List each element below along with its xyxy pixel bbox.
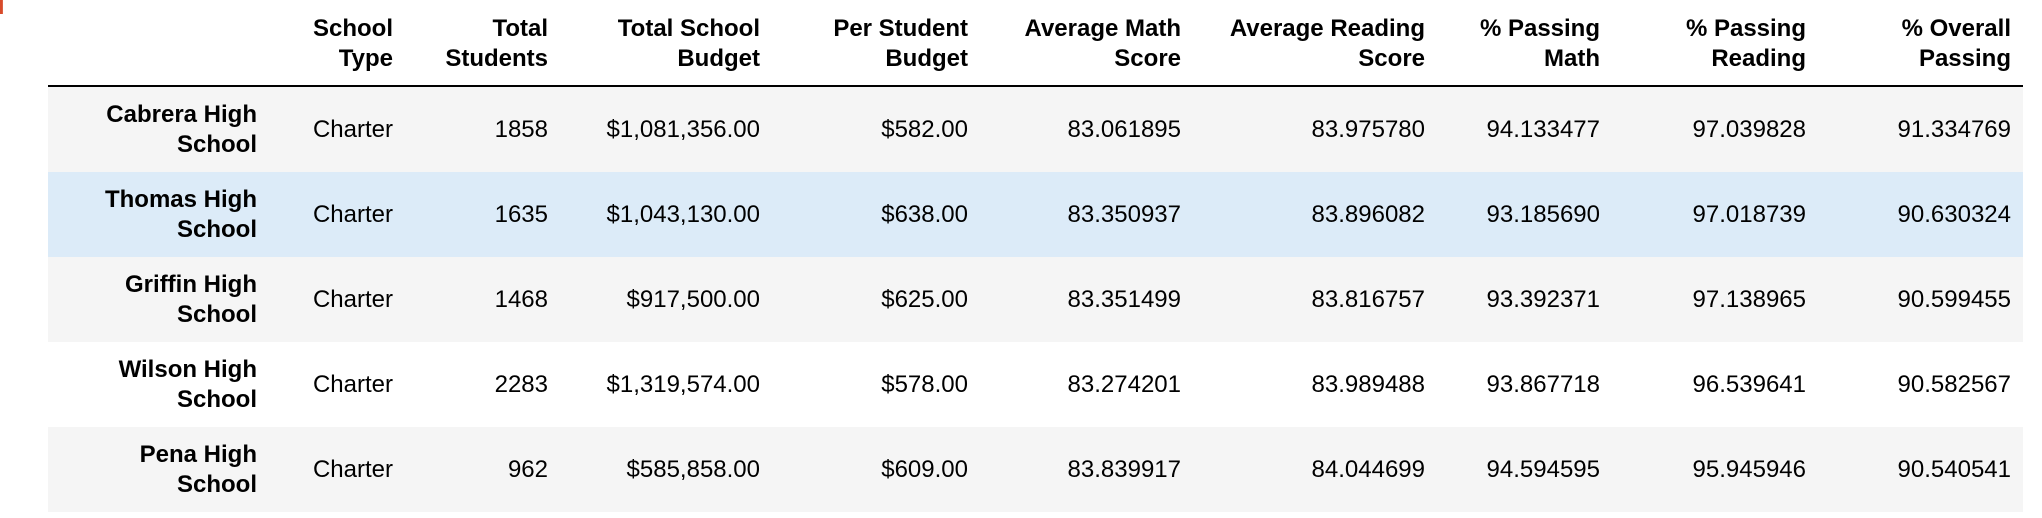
cell-per-student-budget: $609.00 [881, 455, 968, 483]
cell-per-student-budget: $582.00 [881, 115, 968, 143]
cell-avg-math: 83.351499 [1067, 285, 1181, 313]
table-row: Pena High School Charter 962 $585,858.00… [48, 427, 2023, 512]
column-header-percent-passing-math: % Passing Math [1437, 0, 1612, 87]
cell-pct-reading: 97.018739 [1692, 200, 1806, 228]
cell-school-type: Charter [312, 455, 393, 483]
column-header-per-student-budget: Per Student Budget [772, 0, 980, 87]
column-header-percent-overall-passing: % Overall Passing [1818, 0, 2023, 87]
cell-school-type: Charter [312, 115, 393, 143]
cell-pct-overall: 90.540541 [1897, 455, 2011, 483]
cell-total-students: 962 [507, 455, 548, 483]
cell-pct-reading: 97.039828 [1692, 115, 1806, 143]
cell-total-students: 1468 [494, 285, 548, 313]
row-index-school: Pena High School [139, 440, 257, 498]
cell-school-type: Charter [312, 285, 393, 313]
cell-total-budget: $1,043,130.00 [606, 200, 760, 228]
cell-pct-math: 93.867718 [1486, 370, 1600, 398]
column-header-average-math-score: Average Math Score [980, 0, 1193, 87]
cell-pct-math: 93.185690 [1486, 200, 1600, 228]
cell-per-student-budget: $625.00 [881, 285, 968, 313]
cell-avg-math: 83.061895 [1067, 115, 1181, 143]
cell-avg-math: 83.350937 [1067, 200, 1181, 228]
cell-avg-reading: 83.975780 [1311, 115, 1425, 143]
index-header [48, 0, 269, 87]
column-header-percent-passing-reading: % Passing Reading [1612, 0, 1818, 87]
cell-pct-math: 93.392371 [1486, 285, 1600, 313]
cell-total-budget: $1,319,574.00 [606, 370, 760, 398]
cell-school-type: Charter [312, 370, 393, 398]
cell-avg-reading: 84.044699 [1311, 455, 1425, 483]
row-index-school: Wilson High School [118, 355, 257, 413]
row-index-school: Cabrera High School [106, 100, 257, 158]
table-row: Cabrera High School Charter 1858 $1,081,… [48, 86, 2023, 172]
cell-pct-overall: 90.582567 [1897, 370, 2011, 398]
cell-total-budget: $917,500.00 [626, 285, 760, 313]
cell-pct-reading: 97.138965 [1692, 285, 1806, 313]
table-header-row: School Type Total Students Total School … [48, 0, 2023, 87]
cell-total-students: 1635 [494, 200, 548, 228]
column-header-school-type: School Type [269, 0, 405, 87]
cell-avg-math: 83.274201 [1067, 370, 1181, 398]
dataframe-output: School Type Total Students Total School … [48, 0, 2023, 512]
cell-per-student-budget: $578.00 [881, 370, 968, 398]
table-row: Wilson High School Charter 2283 $1,319,5… [48, 342, 2023, 427]
cell-avg-reading: 83.989488 [1311, 370, 1425, 398]
cell-pct-reading: 96.539641 [1692, 370, 1806, 398]
cell-prompt-marker: [ [0, 0, 6, 14]
cell-total-students: 2283 [494, 370, 548, 398]
column-header-total-students: Total Students [405, 0, 560, 87]
cell-total-budget: $585,858.00 [626, 455, 760, 483]
cell-pct-math: 94.594595 [1486, 455, 1600, 483]
column-header-total-school-budget: Total School Budget [560, 0, 772, 87]
row-index-school: Thomas High School [104, 185, 257, 243]
cell-total-budget: $1,081,356.00 [606, 115, 760, 143]
cell-pct-overall: 90.630324 [1897, 200, 2011, 228]
cell-total-students: 1858 [494, 115, 548, 143]
cell-avg-reading: 83.896082 [1311, 200, 1425, 228]
column-header-average-reading-score: Average Reading Score [1193, 0, 1437, 87]
cell-avg-reading: 83.816757 [1311, 285, 1425, 313]
school-summary-table: School Type Total Students Total School … [48, 0, 2023, 512]
table-row: Thomas High School Charter 1635 $1,043,1… [48, 172, 2023, 257]
table-row: Griffin High School Charter 1468 $917,50… [48, 257, 2023, 342]
cell-pct-overall: 91.334769 [1897, 115, 2011, 143]
cell-pct-overall: 90.599455 [1897, 285, 2011, 313]
cell-pct-reading: 95.945946 [1692, 455, 1806, 483]
row-index-school: Griffin High School [125, 270, 257, 328]
cell-school-type: Charter [312, 200, 393, 228]
cell-pct-math: 94.133477 [1486, 115, 1600, 143]
cell-per-student-budget: $638.00 [881, 200, 968, 228]
cell-avg-math: 83.839917 [1067, 455, 1181, 483]
